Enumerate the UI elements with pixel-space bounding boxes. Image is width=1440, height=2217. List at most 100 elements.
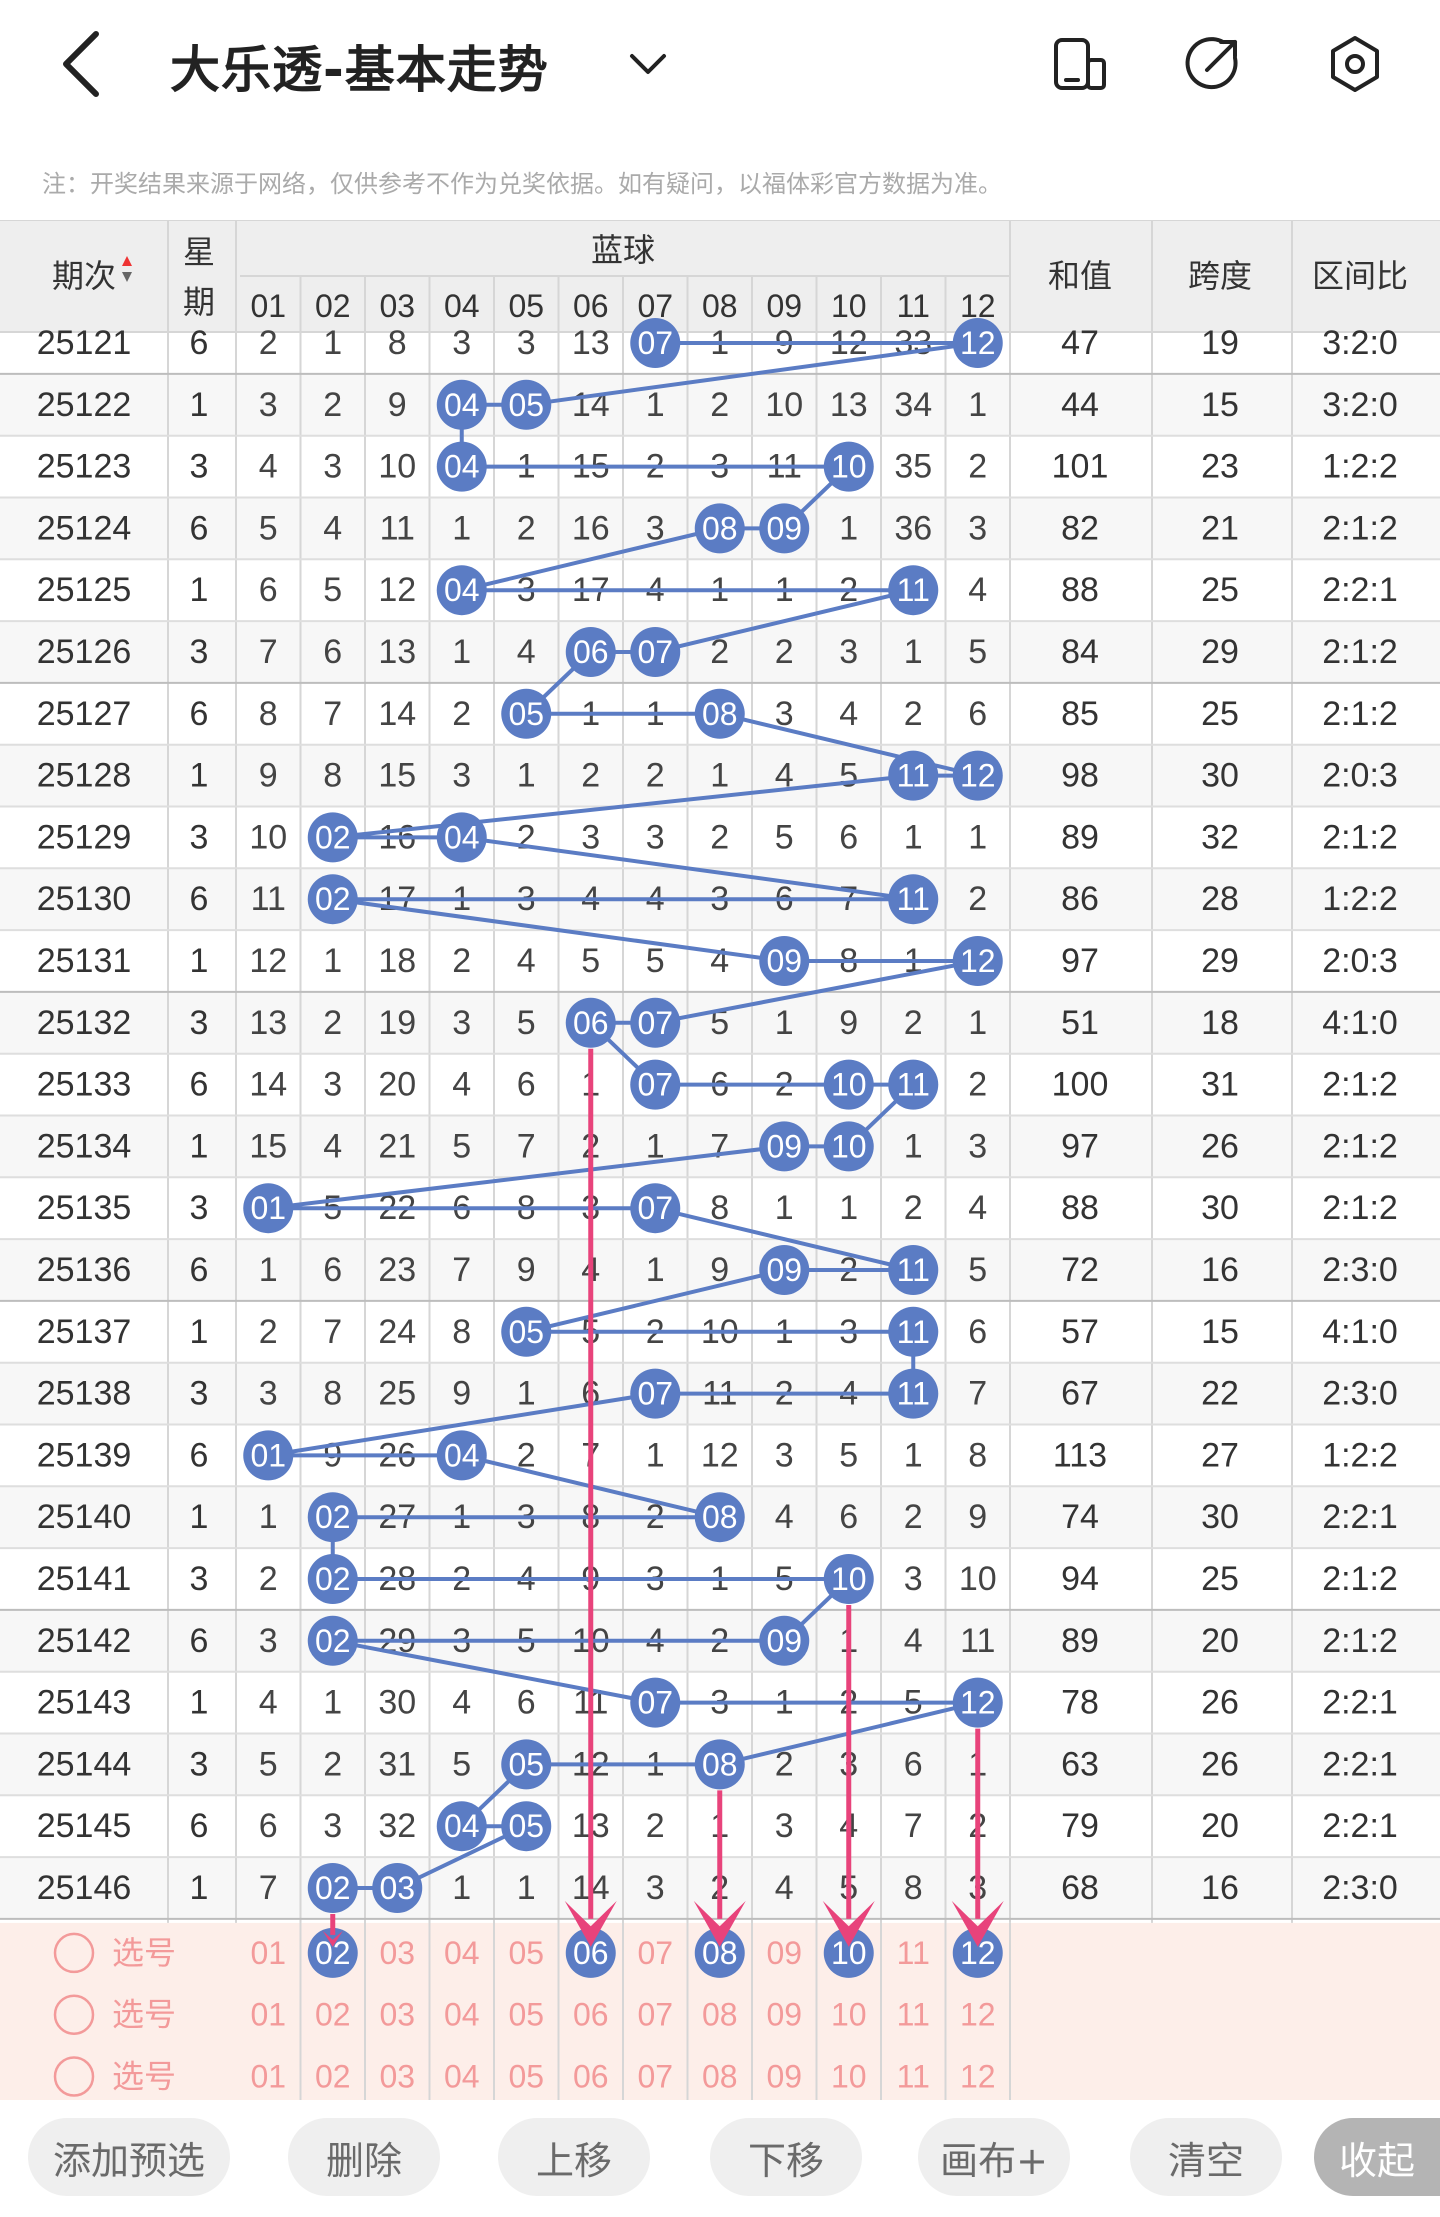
- chevron-left-icon[interactable]: [56, 28, 112, 100]
- pick-number[interactable]: 06: [573, 2059, 609, 2095]
- pick-number[interactable]: 11: [897, 1997, 930, 2033]
- miss-count: 2: [323, 1745, 342, 1783]
- pick-number[interactable]: 07: [637, 2059, 673, 2095]
- miss-count: 1: [775, 1004, 794, 1042]
- pick-number[interactable]: 02: [315, 2059, 351, 2095]
- miss-count: 20: [378, 1066, 416, 1104]
- pick-number[interactable]: 01: [250, 1997, 286, 2033]
- miss-count: 12: [701, 1436, 739, 1474]
- pick-number[interactable]: 04: [444, 1997, 480, 2033]
- picked-ball[interactable]: [823, 1927, 874, 1978]
- miss-count: 4: [968, 571, 987, 609]
- miss-count: 3: [452, 757, 471, 795]
- pick-number[interactable]: 05: [508, 2059, 544, 2095]
- row-period: 25122: [37, 386, 132, 424]
- row-sum: 85: [1061, 695, 1099, 733]
- pick-number[interactable]: 09: [766, 1997, 802, 2033]
- miss-count: 5: [839, 757, 858, 795]
- pick-number[interactable]: 03: [379, 1997, 415, 2033]
- row-sum: 84: [1061, 633, 1099, 671]
- row-span: 30: [1201, 1498, 1239, 1536]
- row-week: 6: [190, 1251, 209, 1289]
- pick-number[interactable]: 12: [960, 2059, 996, 2095]
- move-up-button[interactable]: 上移: [498, 2118, 650, 2196]
- row-week: 1: [190, 1869, 209, 1907]
- pick-number[interactable]: 01: [250, 2059, 286, 2095]
- pick-number[interactable]: 09: [766, 2059, 802, 2095]
- pick-number[interactable]: 05: [508, 1997, 544, 2033]
- row-period: 25126: [37, 633, 132, 671]
- miss-count: 2: [710, 818, 729, 856]
- page-title[interactable]: 大乐透-基本走势: [170, 41, 549, 99]
- row-sum: 97: [1061, 1127, 1099, 1165]
- pick-number[interactable]: 02: [315, 1997, 351, 2033]
- settings-icon[interactable]: [1325, 34, 1385, 94]
- pick-number[interactable]: 03: [379, 1935, 415, 1971]
- pick-number[interactable]: 04: [444, 2059, 480, 2095]
- miss-count: 1: [259, 1498, 278, 1536]
- row-ratio: 2:0:3: [1322, 757, 1398, 795]
- miss-count: 6: [517, 1066, 536, 1104]
- blue-ball-number: 04: [444, 1808, 480, 1844]
- sort-up-icon[interactable]: [122, 256, 132, 266]
- pick-number[interactable]: 06: [573, 1997, 609, 2033]
- miss-count: 24: [378, 1313, 416, 1351]
- picked-ball[interactable]: [952, 1927, 1003, 1978]
- picked-ball[interactable]: [307, 1927, 358, 1978]
- row-period: 25130: [37, 880, 132, 918]
- pick-number[interactable]: 11: [897, 1935, 930, 1971]
- select-radio[interactable]: [53, 2056, 95, 2097]
- clear-button[interactable]: 清空: [1130, 2118, 1282, 2196]
- miss-count: 3: [581, 818, 600, 856]
- miss-count: 2: [904, 1189, 923, 1227]
- pick-number[interactable]: 05: [508, 1935, 544, 1971]
- miss-count: 8: [968, 1436, 987, 1474]
- row-period: 25121: [37, 324, 132, 362]
- miss-count: 31: [378, 1745, 416, 1783]
- collapse-button[interactable]: 收起: [1314, 2118, 1440, 2196]
- row-span: 15: [1201, 1313, 1239, 1351]
- pick-number[interactable]: 10: [831, 1997, 867, 2033]
- miss-count: 5: [452, 1127, 471, 1165]
- row-ratio: 2:1:2: [1322, 1622, 1398, 1660]
- col-week-header-bottom: 期: [183, 284, 215, 320]
- pick-number[interactable]: 08: [702, 2059, 738, 2095]
- trend-table[interactable]: 期次星期蓝球 01 02 03 04 05 06 07 08 09 10 11 12 和值 跨度 区间比 251…: [0, 220, 1440, 2100]
- blue-ball-number: 02: [315, 819, 351, 855]
- select-radio[interactable]: [53, 1994, 95, 2035]
- trend-arrow-head: [564, 1900, 617, 1947]
- select-radio[interactable]: [53, 1932, 95, 1974]
- pick-number[interactable]: 07: [637, 1997, 673, 2033]
- blue-ball: [243, 1430, 294, 1481]
- phone-icon[interactable]: [1050, 34, 1110, 94]
- sort-down-icon[interactable]: [122, 272, 132, 282]
- canvas-button[interactable]: 画布+: [918, 2118, 1070, 2196]
- select-label: 选号: [112, 1997, 176, 2033]
- col-span-header: 跨度: [1188, 258, 1252, 294]
- chevron-down-icon[interactable]: [626, 44, 670, 84]
- delete-button[interactable]: 删除: [288, 2118, 440, 2196]
- pick-number[interactable]: 12: [960, 1997, 996, 2033]
- add-preselect-button[interactable]: 添加预选: [28, 2118, 230, 2196]
- move-down-button[interactable]: 下移: [710, 2118, 862, 2196]
- miss-count: 3: [517, 324, 536, 362]
- miss-count: 8: [323, 757, 342, 795]
- picked-ball[interactable]: [694, 1927, 745, 1978]
- pick-number[interactable]: 03: [379, 2059, 415, 2095]
- pick-number[interactable]: 09: [766, 1935, 802, 1971]
- pick-number[interactable]: 08: [702, 1997, 738, 2033]
- blue-ball-number: 08: [702, 1746, 738, 1782]
- pick-number[interactable]: 04: [444, 1935, 480, 1971]
- blue-ball-number: 11: [897, 1067, 930, 1103]
- pick-number[interactable]: 10: [831, 2059, 867, 2095]
- blue-ball-number: 05: [508, 1808, 544, 1844]
- picked-ball[interactable]: [565, 1927, 616, 1978]
- pick-number[interactable]: 01: [250, 1935, 286, 1971]
- share-icon[interactable]: [1183, 34, 1243, 94]
- blue-ball-number: 02: [315, 881, 351, 917]
- miss-count: 3: [323, 448, 342, 486]
- miss-count: 7: [323, 695, 342, 733]
- miss-count: 7: [259, 633, 278, 671]
- pick-number[interactable]: 11: [897, 2059, 930, 2095]
- pick-number[interactable]: 07: [637, 1935, 673, 1971]
